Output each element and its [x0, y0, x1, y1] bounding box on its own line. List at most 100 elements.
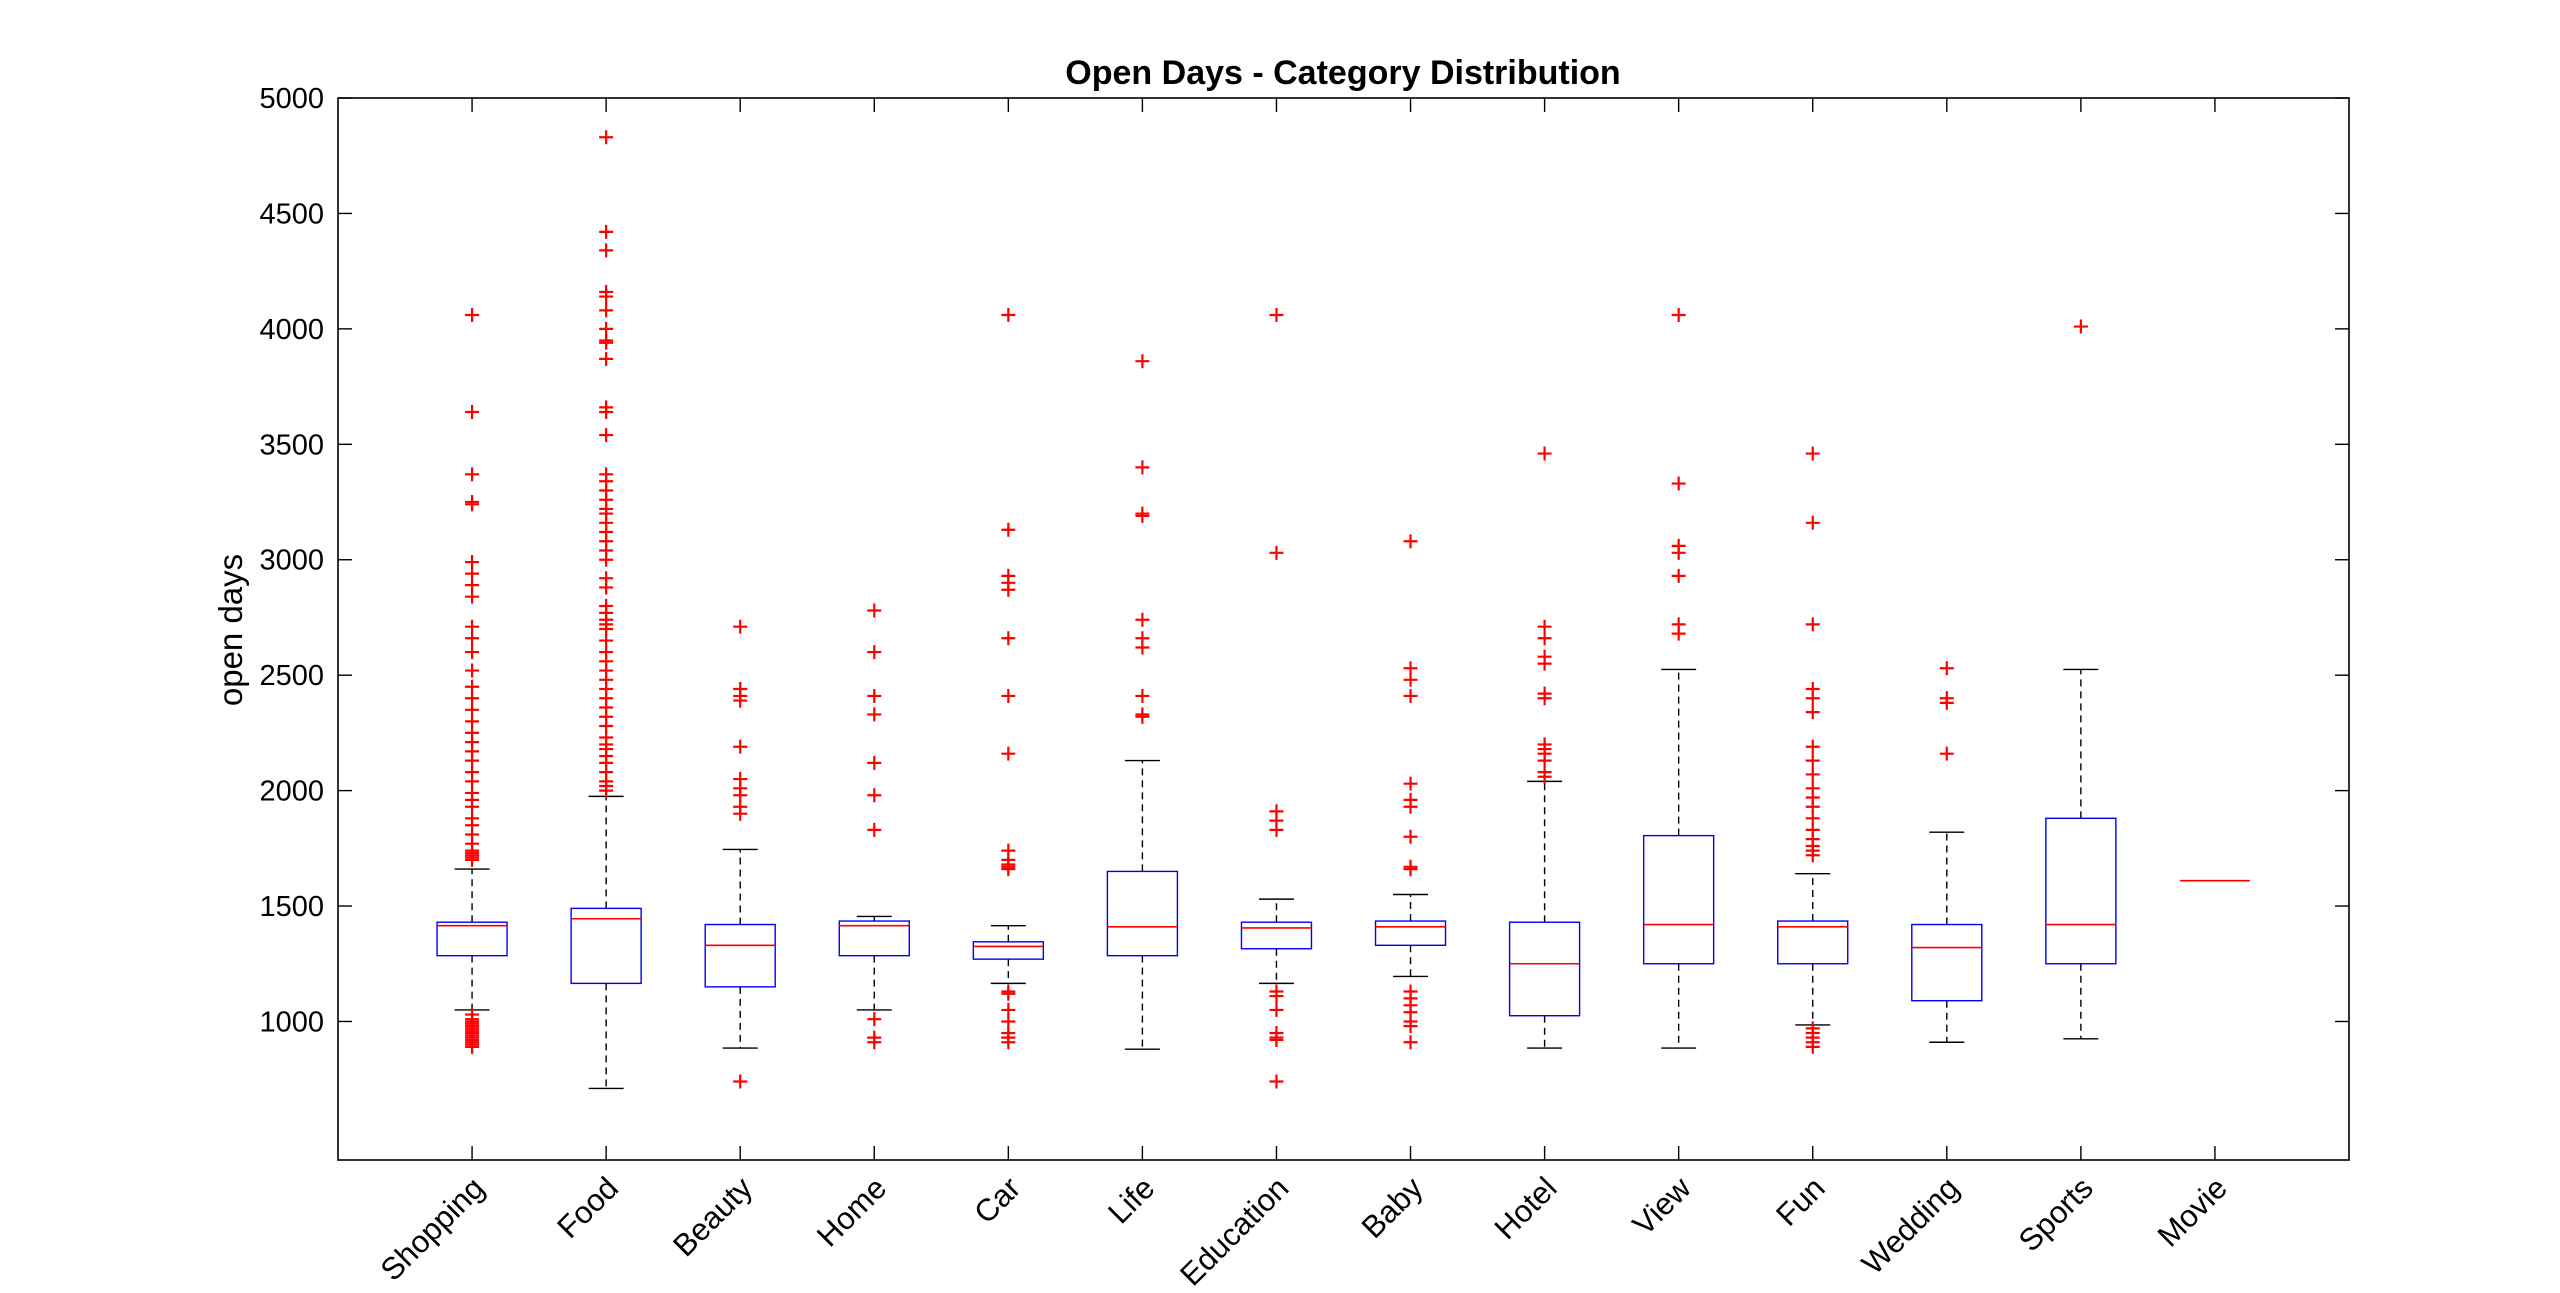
box-home [838, 603, 910, 1050]
outlier-point [465, 308, 480, 323]
box-wedding [1911, 661, 1983, 1043]
x-tick-label-food: Food [550, 1170, 625, 1245]
outlier-point [1001, 522, 1016, 537]
box-fun [1777, 446, 1849, 1054]
y-tick-label: 2000 [259, 776, 324, 808]
outlier-point [465, 1039, 480, 1054]
outlier-point [2073, 319, 2088, 334]
x-tick-label-shopping: Shopping [374, 1170, 491, 1287]
outlier-point [1001, 631, 1016, 646]
outlier-point [1403, 1019, 1418, 1034]
outlier-point [465, 852, 480, 867]
outlier-point [1269, 989, 1284, 1004]
outlier-point [465, 497, 480, 512]
outlier-point [465, 589, 480, 604]
outlier-point [599, 428, 614, 443]
outlier-point [1671, 308, 1686, 323]
outlier-point [1269, 308, 1284, 323]
outlier-point [1805, 739, 1820, 754]
outlier-point [867, 688, 882, 703]
box-shopping [436, 308, 508, 1054]
outlier-point [599, 289, 614, 304]
outlier-point [1001, 1035, 1016, 1050]
iqr-box [1374, 920, 1447, 946]
outlier-point [867, 1035, 882, 1050]
outlier-point [867, 707, 882, 722]
outlier-point [1135, 354, 1150, 369]
box-food [570, 130, 642, 1090]
box-car [972, 308, 1045, 1050]
y-tick-label: 4000 [259, 314, 324, 346]
iqr-box [2045, 817, 2117, 965]
outlier-point [599, 552, 614, 567]
box-hotel [1508, 446, 1581, 1049]
outlier-point [599, 335, 614, 350]
outlier-point [733, 619, 748, 634]
box-series [436, 130, 2250, 1090]
chart-title: Open Days - Category Distribution [1065, 54, 1620, 92]
outlier-point [1805, 705, 1820, 720]
outlier-point [599, 404, 614, 419]
outlier-point [465, 404, 480, 419]
outlier-point [733, 693, 748, 708]
x-tick-label-fun: Fun [1769, 1170, 1832, 1233]
x-tick-label-baby: Baby [1355, 1170, 1430, 1245]
outlier-point [733, 1074, 748, 1089]
iqr-box [1911, 923, 1983, 1002]
outlier-point [1805, 691, 1820, 706]
outlier-point [1805, 515, 1820, 530]
outlier-point [1939, 695, 1954, 710]
outlier-point [1537, 446, 1552, 461]
iqr-box [838, 920, 910, 957]
outlier-point [1135, 688, 1150, 703]
y-tick-label: 3500 [259, 429, 324, 461]
iqr-box [1106, 870, 1179, 957]
outlier-point [1805, 848, 1820, 863]
outlier-point [1403, 829, 1418, 844]
outlier-point [1403, 862, 1418, 877]
box-beauty [704, 619, 776, 1089]
x-tick-label-education: Education [1173, 1170, 1295, 1288]
outlier-point [1403, 534, 1418, 549]
outlier-point [1537, 631, 1552, 646]
y-axis-label: open days [212, 554, 249, 706]
outlier-point [1403, 688, 1418, 703]
outlier-point [1805, 617, 1820, 632]
outlier-point [1537, 691, 1552, 706]
y-tick-label: 4500 [259, 198, 324, 230]
outlier-point [465, 631, 480, 646]
outlier-point [867, 603, 882, 618]
box-baby [1374, 534, 1447, 1050]
outlier-point [1671, 626, 1686, 641]
outlier-point [867, 822, 882, 837]
outlier-point [733, 739, 748, 754]
outlier-point [465, 645, 480, 660]
outlier-point [1537, 769, 1552, 784]
outlier-point [1269, 1002, 1284, 1017]
box-life [1106, 354, 1179, 1050]
outlier-point [1939, 661, 1954, 676]
x-tick-label-view: View [1626, 1170, 1698, 1242]
outlier-point [599, 783, 614, 798]
outlier-point [1135, 709, 1150, 724]
x-tick-label-wedding: Wedding [1855, 1170, 1966, 1281]
outlier-point [1135, 640, 1150, 655]
outlier-point [1805, 446, 1820, 461]
outlier-point [1537, 656, 1552, 671]
x-tick-label-beauty: Beauty [666, 1170, 759, 1263]
iqr-box [436, 921, 508, 957]
outlier-point [599, 303, 614, 318]
iqr-box [570, 907, 642, 985]
box-sports [2045, 319, 2117, 1040]
plot-area-frame [337, 97, 2350, 1161]
iqr-box [972, 941, 1045, 960]
outlier-point [599, 351, 614, 366]
box-view [1642, 308, 1715, 1049]
outlier-point [465, 467, 480, 482]
y-axis: 1000 1500 2000 2500 3000 3500 4000 4500 5000 [259, 83, 2349, 1038]
outlier-point [1269, 545, 1284, 560]
outlier-point [867, 755, 882, 770]
outlier-point [1403, 799, 1418, 814]
